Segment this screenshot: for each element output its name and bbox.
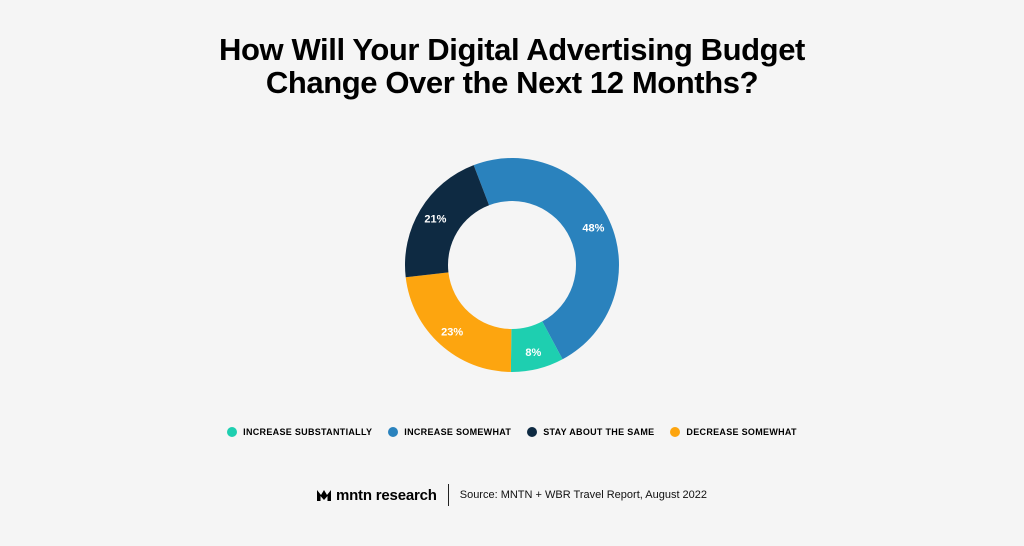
slice-label-decrease-somewhat: 23% <box>441 327 463 339</box>
mntn-logo-icon <box>316 489 331 501</box>
legend-swatch <box>388 427 399 437</box>
brand: mntn research <box>316 486 437 504</box>
footer: mntn research Source: MNTN + WBR Travel … <box>0 482 1024 508</box>
chart-title-line-1: How Will Your Digital Advertising Budget <box>219 32 805 67</box>
source-note: Source: MNTN + WBR Travel Report, August… <box>459 489 708 501</box>
slice-stay-about-the-same <box>405 165 490 278</box>
legend-label: DECREASE SOMEWHAT <box>686 427 797 437</box>
slice-increase-somewhat <box>473 157 620 360</box>
slice-label-increase-substantially: 8% <box>525 347 541 359</box>
brand-name: mntn research <box>335 486 437 504</box>
legend-swatch <box>227 427 238 437</box>
legend-item-decrease-somewhat: DECREASE SOMEWHAT <box>670 427 797 437</box>
slice-increase-substantially <box>510 321 563 372</box>
slice-label-stay-about-the-same: 21% <box>424 214 446 226</box>
slice-decrease-somewhat <box>405 272 512 372</box>
legend-item-increase-somewhat: INCREASE SOMEWHAT <box>388 427 511 437</box>
legend-swatch <box>527 427 538 437</box>
legend-label: INCREASE SOMEWHAT <box>404 427 512 437</box>
legend-item-stay-about-the-same: STAY ABOUT THE SAME <box>527 427 654 437</box>
chart-legend: INCREASE SUBSTANTIALLY INCREASE SOMEWHAT S… <box>0 427 1024 437</box>
chart-title: How Will Your Digital Advertising Budget… <box>0 33 1024 99</box>
donut-slices <box>405 157 620 372</box>
legend-swatch <box>670 427 681 437</box>
donut-labels: 48% 8% 23% 21% <box>424 214 604 359</box>
legend-item-increase-substantially: INCREASE SUBSTANTIALLY <box>227 427 372 437</box>
legend-label: INCREASE SUBSTANTIALLY <box>243 427 373 437</box>
footer-divider <box>447 484 449 506</box>
legend-label: STAY ABOUT THE SAME <box>543 427 655 437</box>
slice-label-increase-somewhat: 48% <box>582 223 604 235</box>
chart-title-line-2: Change Over the Next 12 Months? <box>265 65 759 100</box>
